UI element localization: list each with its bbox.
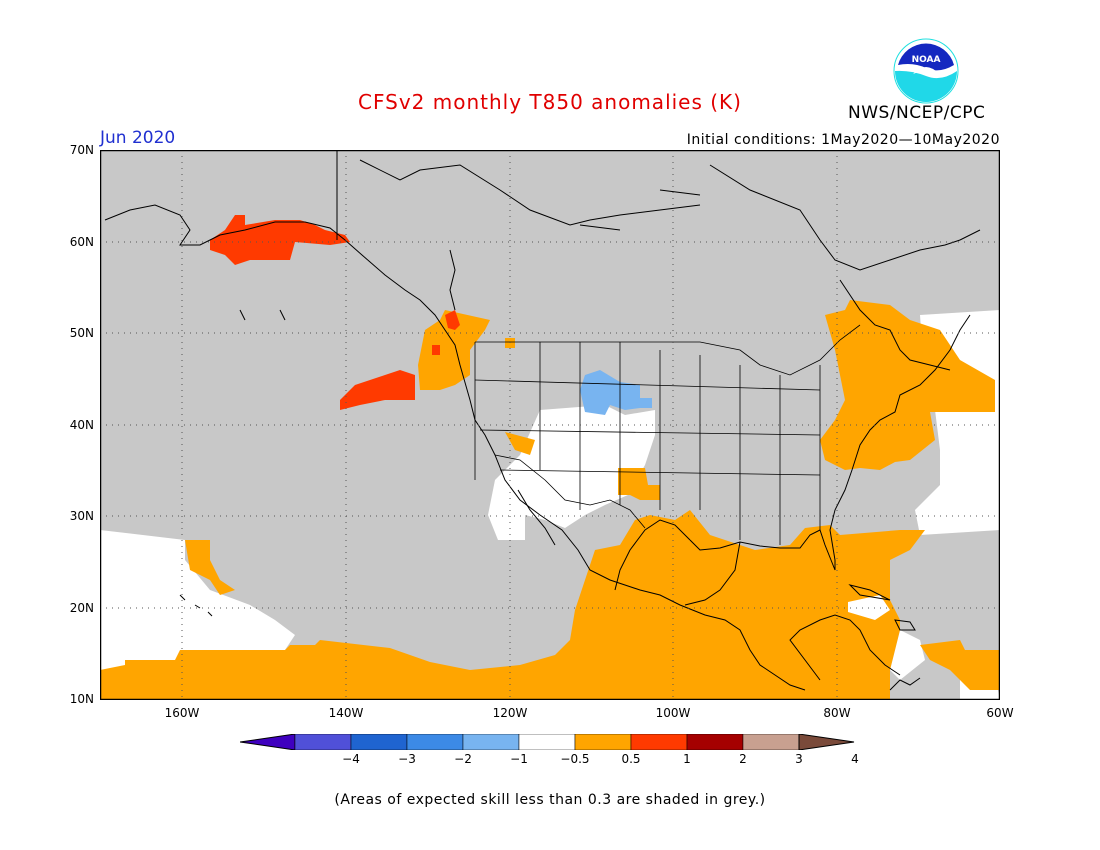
lat-label-30n: 30N [69, 509, 94, 523]
svg-text:NOAA: NOAA [912, 55, 941, 65]
colorbar-cell [574, 734, 632, 750]
lat-label-50n: 50N [69, 326, 94, 340]
organization-label: NWS/NCEP/CPC [848, 103, 986, 123]
colorbar [240, 734, 855, 750]
initial-conditions: Initial conditions: 1May2020—10May2020 [686, 132, 1000, 148]
colorbar-tick-label: −1 [510, 752, 528, 766]
anomaly-map [100, 150, 1000, 700]
forecast-month: Jun 2020 [100, 128, 176, 148]
lon-label-80w: 80W [823, 706, 851, 720]
colorbar-cell [686, 734, 744, 750]
colorbar-tick-label: −2 [454, 752, 472, 766]
colorbar-tick-label: 4 [851, 752, 859, 766]
colorbar-cell [462, 734, 520, 750]
skill-footnote: (Areas of expected skill less than 0.3 a… [334, 792, 766, 808]
political-borders [474, 324, 861, 545]
graticule [100, 150, 1000, 700]
map-title: CFSv2 monthly T850 anomalies (K) [358, 90, 742, 114]
strong-warm-anomaly-regions [210, 215, 460, 410]
colorbar-cell [350, 734, 408, 750]
lon-label-100w: 100W [655, 706, 691, 720]
colorbar-tick-label: 0.5 [621, 752, 641, 766]
colorbar-cell [406, 734, 464, 750]
colorbar-cell [518, 734, 576, 750]
colorbar-tick-label: 3 [795, 752, 803, 766]
map-frame [100, 150, 1000, 700]
colorbar-min-arrow [240, 734, 296, 750]
colorbar-tick-label: −0.5 [560, 752, 590, 766]
lon-label-160w: 160W [164, 706, 200, 720]
colorbar-cell [630, 734, 688, 750]
lat-label-20n: 20N [69, 601, 94, 615]
lat-label-70n: 70N [69, 143, 94, 157]
colorbar-cell [742, 734, 800, 750]
lon-label-60w: 60W [986, 706, 1014, 720]
colorbar-max-arrow [798, 734, 855, 750]
warm-anomaly-regions [100, 300, 1000, 700]
lat-label-60n: 60N [69, 235, 94, 249]
lon-label-140w: 140W [328, 706, 364, 720]
cool-anomaly-region [580, 370, 652, 415]
coastlines [104, 150, 981, 691]
colorbar-cell [294, 734, 352, 750]
lat-label-40n: 40N [69, 418, 94, 432]
colorbar-tick-label: −3 [398, 752, 416, 766]
noaa-logo-icon: NOAA [893, 38, 959, 104]
lon-label-120w: 120W [492, 706, 528, 720]
colorbar-tick-label: 1 [683, 752, 691, 766]
colorbar-tick-label: −4 [342, 752, 360, 766]
colorbar-tick-label: 2 [739, 752, 747, 766]
lat-label-10n: 10N [69, 692, 94, 706]
